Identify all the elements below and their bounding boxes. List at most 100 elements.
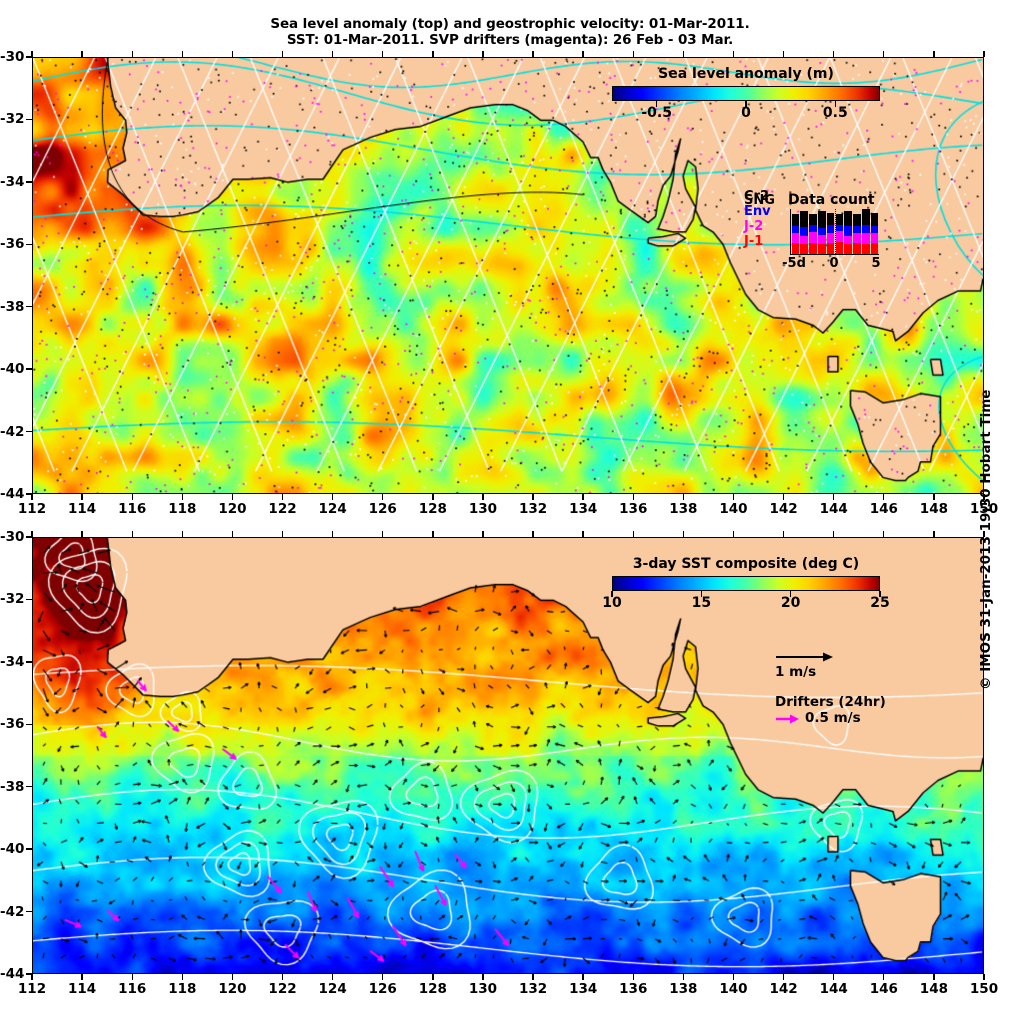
lat-tick	[26, 56, 32, 58]
data-count-bar	[791, 209, 800, 254]
colorbar-tick	[611, 591, 613, 597]
lon-tick-label: 130	[468, 981, 498, 997]
lon-tick-label: 138	[669, 501, 698, 517]
data-count-bar	[862, 209, 870, 254]
sea-level-anomaly-map[interactable]	[32, 57, 984, 494]
lat-tick	[26, 973, 32, 975]
lon-tick	[883, 974, 885, 980]
sla-colorbar-gradient	[612, 86, 880, 101]
sst-colorbar: 3-day SST composite (deg C) 10 15 20 25	[602, 556, 889, 612]
lon-tick-label: 140	[719, 501, 748, 517]
lon-tick-label: 148	[919, 981, 948, 997]
lat-tick	[26, 598, 32, 601]
lon-tick	[632, 494, 634, 500]
lon-tick	[131, 974, 133, 980]
lon-tick	[331, 51, 334, 57]
lon-tick	[983, 51, 985, 57]
colorbar-tick	[745, 101, 747, 107]
lon-tick-label: 140	[719, 981, 748, 997]
drifter-scale-arrow-icon	[776, 714, 799, 724]
lat-tick	[26, 723, 32, 725]
lon-tick	[983, 531, 985, 537]
lon-tick	[883, 51, 885, 57]
data-count-segment	[818, 228, 826, 235]
data-count-bar	[853, 209, 861, 254]
lon-tick	[81, 494, 83, 500]
sst-field-canvas	[33, 538, 983, 973]
lon-tick	[532, 531, 534, 537]
lon-tick	[832, 531, 835, 537]
lat-tick-label: -32	[0, 591, 25, 608]
lon-tick	[31, 531, 33, 537]
lon-tick	[933, 531, 935, 537]
colorbar-tick	[655, 101, 658, 107]
lat-tick-label: -40	[0, 841, 25, 858]
lon-tick-label: 132	[518, 981, 548, 997]
data-count-segment	[862, 244, 870, 254]
lon-tick	[532, 51, 534, 57]
colorbar-tick	[879, 591, 881, 597]
lat-tick	[26, 118, 32, 121]
lon-tick	[281, 494, 284, 500]
lon-tick	[81, 51, 83, 57]
data-count-bar	[870, 209, 879, 254]
lon-tick	[432, 974, 434, 980]
lon-tick	[432, 51, 434, 57]
lon-tick	[933, 494, 935, 500]
lat-tick-label: -30	[0, 529, 25, 545]
data-count-segment	[818, 244, 826, 254]
lon-tick-label: 142	[769, 501, 798, 517]
data-count-segment	[870, 212, 879, 227]
lon-tick-label: 114	[68, 501, 97, 517]
lon-tick	[632, 51, 634, 57]
data-count-segment	[791, 213, 800, 227]
lon-tick	[482, 494, 484, 500]
title-line-2: SST: 01-Mar-2011. SVP drifters (magenta)…	[286, 32, 734, 48]
data-count-segment	[826, 233, 835, 244]
sst-composite-map[interactable]	[32, 537, 984, 974]
data-count-segment	[818, 234, 826, 245]
sla-colorbar-ticks	[612, 101, 880, 107]
data-count-segment	[844, 226, 852, 236]
velocity-scale-label: 1 m/s	[775, 664, 817, 680]
lat-tick	[26, 243, 32, 245]
lat-tick-label: -38	[0, 298, 25, 315]
data-count-segment	[835, 224, 844, 231]
sla-colorbar-title: Sea level anomaly (m)	[658, 66, 834, 82]
data-count-centre-line	[835, 209, 837, 254]
lat-tick	[26, 661, 32, 663]
lon-tick-label: 128	[418, 501, 447, 517]
lon-tick	[582, 974, 584, 980]
lat-tick	[26, 848, 32, 850]
lat-tick-label: -30	[0, 49, 25, 65]
colorbar-tick-label: 0.5	[822, 105, 848, 121]
lon-tick	[482, 51, 484, 57]
lon-tick	[432, 494, 434, 500]
data-count-bar	[809, 209, 817, 254]
lon-tick	[331, 531, 334, 537]
data-count-segment	[844, 211, 852, 227]
drifter-scale-label: 0.5 m/s	[805, 710, 861, 726]
lon-tick-label: 116	[118, 501, 147, 517]
lon-tick	[933, 51, 935, 57]
data-count-bar	[844, 209, 852, 254]
lon-tick	[732, 974, 735, 980]
lon-tick	[331, 974, 334, 980]
lon-tick	[31, 51, 33, 57]
lon-tick	[281, 51, 284, 57]
lat-tick	[26, 181, 32, 183]
sla-field-canvas	[33, 58, 983, 493]
lon-tick	[331, 494, 334, 500]
lon-tick	[131, 494, 133, 500]
lon-tick	[281, 974, 284, 980]
data-count-segment	[826, 243, 835, 254]
lon-tick-label: 116	[118, 981, 147, 997]
data-count-segment	[809, 243, 817, 254]
lon-tick	[632, 531, 634, 537]
data-count-segment	[835, 230, 844, 242]
data-count-segment	[800, 211, 808, 228]
lon-tick-label: 134	[569, 981, 598, 997]
lon-tick	[231, 494, 234, 500]
lon-tick	[181, 531, 183, 537]
data-count-segment	[835, 241, 844, 254]
